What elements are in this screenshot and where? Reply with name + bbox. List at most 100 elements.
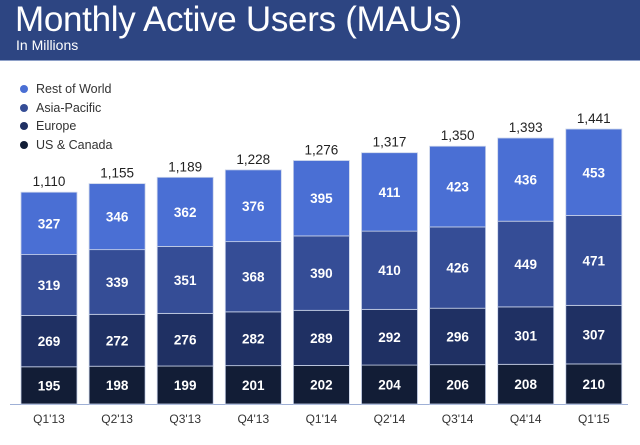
- bar-segment-europe: [156, 312, 214, 367]
- segment-value-label: 395: [310, 191, 333, 206]
- bar-segment-rest-of-world: [361, 152, 418, 232]
- bar-segment-us-canada: [156, 365, 214, 405]
- segment-value-label: 195: [38, 378, 61, 393]
- segment-value-label: 301: [514, 329, 537, 344]
- segment-value-label: 289: [310, 331, 333, 346]
- segment-value-label: 272: [106, 333, 129, 348]
- segment-value-label: 208: [514, 377, 537, 392]
- segment-value-label: 327: [38, 216, 61, 231]
- bar-segment-rest-of-world: [292, 160, 350, 237]
- bar-segment-asia-pacific: [292, 235, 350, 311]
- segment-value-label: 453: [583, 165, 606, 180]
- bar-segment-us-canada: [361, 364, 418, 405]
- x-tick-label: Q1'14: [306, 412, 338, 426]
- legend-dot-icon: [20, 103, 28, 112]
- bar-segment-asia-pacific: [565, 215, 623, 306]
- chart-subtitle: In Millions: [16, 37, 79, 53]
- segment-value-label: 319: [38, 278, 61, 293]
- bar-segment-europe: [88, 313, 146, 367]
- segment-value-label: 376: [242, 199, 265, 214]
- bar-segment-rest-of-world: [497, 137, 555, 222]
- segment-value-label: 282: [242, 332, 265, 347]
- bar-segment-europe: [20, 315, 78, 368]
- bar-total-label: 1,110: [33, 174, 66, 189]
- bar-total-label: 1,189: [168, 159, 202, 174]
- x-tick-label: Q1'13: [33, 412, 65, 426]
- segment-value-label: 339: [106, 275, 129, 290]
- chart-header: Monthly Active Users (MAUs) In Millions: [0, 0, 640, 61]
- x-tick-label: Q4'13: [237, 412, 269, 426]
- segment-value-label: 423: [446, 180, 469, 195]
- segment-value-label: 198: [106, 378, 129, 393]
- legend-dot-icon: [20, 140, 28, 149]
- bar-total-label: 1,155: [100, 166, 134, 181]
- bar-segment-us-canada: [88, 365, 146, 405]
- x-tick-label: Q2'14: [374, 412, 406, 426]
- bar-segment-rest-of-world: [88, 183, 146, 251]
- segment-value-label: 199: [174, 378, 197, 393]
- x-tick-label: Q4'14: [510, 412, 542, 426]
- legend-dot-icon: [20, 122, 28, 131]
- segment-value-label: 346: [106, 210, 129, 225]
- segment-value-label: 471: [583, 253, 606, 268]
- legend-item: US & Canada: [20, 136, 112, 155]
- legend-label: US & Canada: [36, 137, 113, 152]
- bar-segment-rest-of-world: [224, 169, 282, 243]
- x-tick-label: Q3'14: [442, 412, 474, 426]
- segment-value-label: 202: [310, 378, 333, 393]
- bar-segment-europe: [429, 307, 487, 366]
- bar-segment-us-canada: [20, 366, 78, 405]
- bar-segment-us-canada: [565, 363, 623, 405]
- segment-value-label: 426: [446, 261, 469, 276]
- segment-value-label: 390: [310, 266, 333, 281]
- bar-segment-rest-of-world: [20, 191, 78, 256]
- chart-title: Monthly Active Users (MAUs): [15, 0, 462, 39]
- segment-value-label: 296: [446, 329, 469, 344]
- bar-segment-asia-pacific: [20, 254, 78, 316]
- legend-label: Asia-Pacific: [36, 100, 102, 115]
- bar-total-label: 1,393: [509, 120, 543, 135]
- segment-value-label: 351: [174, 273, 197, 288]
- legend-dot-icon: [20, 85, 28, 94]
- bar-segment-asia-pacific: [361, 230, 418, 310]
- bar-segment-europe: [565, 304, 623, 365]
- legend: Rest of World Asia-Pacific Europe US & Cana…: [20, 80, 112, 154]
- bar-segment-asia-pacific: [497, 220, 555, 308]
- bar-segment-rest-of-world: [156, 176, 214, 247]
- bar-segment-us-canada: [497, 363, 555, 405]
- legend-label: Rest of World: [36, 82, 112, 97]
- x-tick-label: Q2'13: [101, 412, 133, 426]
- bar-segment-asia-pacific: [429, 226, 487, 309]
- segment-value-label: 368: [242, 270, 265, 285]
- legend-item: Asia-Pacific: [20, 99, 112, 118]
- legend-label: Europe: [36, 119, 77, 134]
- x-tick-label: Q3'13: [169, 412, 201, 426]
- bar-segment-rest-of-world: [429, 145, 487, 228]
- segment-value-label: 276: [174, 333, 197, 348]
- segment-value-label: 269: [38, 334, 61, 349]
- legend-item: Europe: [20, 117, 112, 136]
- bar-segment-rest-of-world: [565, 128, 623, 216]
- segment-value-label: 436: [514, 173, 537, 188]
- segment-value-label: 201: [242, 378, 265, 393]
- bar-segment-europe: [292, 309, 350, 366]
- segment-value-label: 292: [378, 330, 401, 345]
- bar-segment-europe: [224, 311, 282, 367]
- bar-total-label: 1,317: [373, 135, 407, 150]
- bar-total-label: 1,350: [441, 128, 475, 143]
- segment-value-label: 362: [174, 205, 197, 220]
- segment-value-label: 210: [583, 377, 606, 392]
- segment-value-label: 410: [378, 263, 401, 278]
- segment-value-label: 204: [378, 378, 401, 393]
- bar-total-label: 1,276: [305, 143, 339, 158]
- segment-value-label: 307: [583, 328, 606, 343]
- legend-item: Rest of World: [20, 80, 112, 99]
- bar-segment-us-canada: [429, 364, 487, 405]
- bar-total-label: 1,228: [236, 152, 270, 167]
- bar-segment-us-canada: [292, 365, 350, 405]
- bar-segment-asia-pacific: [224, 241, 282, 313]
- segment-value-label: 411: [379, 185, 401, 200]
- bar-total-label: 1,441: [577, 111, 611, 126]
- x-tick-label: Q1'15: [578, 412, 610, 426]
